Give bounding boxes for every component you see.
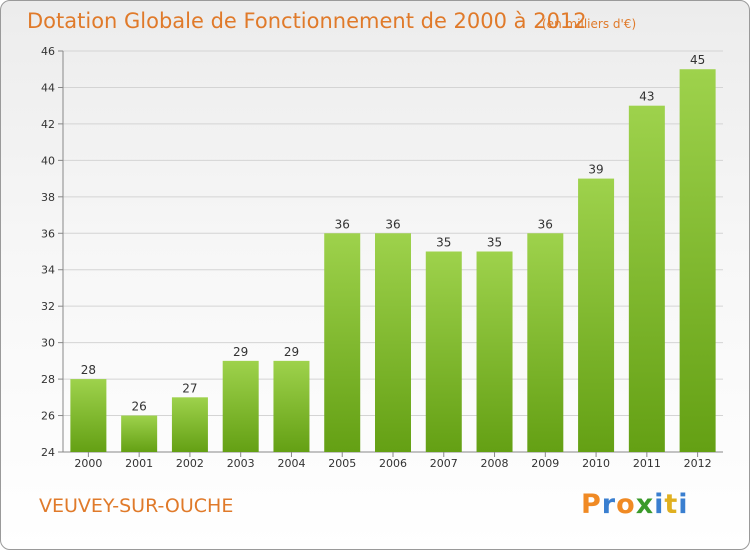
y-tick-label: 26 bbox=[41, 410, 55, 423]
value-label: 36 bbox=[538, 217, 553, 231]
bar-2004 bbox=[273, 360, 310, 452]
bar-2008 bbox=[476, 251, 513, 452]
logo-letter: t bbox=[664, 489, 679, 520]
chart-subtitle: (en milliers d'€) bbox=[542, 17, 637, 31]
logo-letter: o bbox=[616, 489, 636, 520]
value-label: 35 bbox=[436, 236, 451, 250]
y-tick-label: 44 bbox=[41, 81, 55, 94]
value-label: 28 bbox=[81, 363, 96, 377]
y-tick-label: 24 bbox=[41, 446, 55, 459]
x-tick-label: 2002 bbox=[176, 457, 204, 470]
bar-2012 bbox=[679, 69, 716, 453]
y-tick-label: 38 bbox=[41, 191, 55, 204]
proxiti-logo[interactable]: Proxiti bbox=[581, 489, 689, 520]
y-tick-label: 30 bbox=[41, 337, 55, 350]
x-tick-label: 2007 bbox=[430, 457, 458, 470]
y-tick-label: 46 bbox=[41, 45, 55, 58]
chart-title: Dotation Globale de Fonctionnement de 20… bbox=[27, 9, 587, 33]
x-tick-label: 2010 bbox=[582, 457, 610, 470]
logo-letter: i bbox=[678, 489, 689, 520]
bar-2006 bbox=[375, 233, 411, 452]
bar-2009 bbox=[527, 233, 564, 452]
value-label: 27 bbox=[182, 381, 197, 395]
x-tick-label: 2000 bbox=[74, 457, 102, 470]
bar-2000 bbox=[70, 379, 107, 452]
city-name: VEUVEY-SUR-OUCHE bbox=[39, 495, 234, 517]
value-label: 39 bbox=[588, 163, 603, 177]
x-tick-label: 2006 bbox=[379, 457, 407, 470]
bar-2002 bbox=[171, 397, 208, 452]
logo-letter: P bbox=[581, 489, 602, 520]
y-tick-label: 36 bbox=[41, 227, 55, 240]
logo-letter: i bbox=[654, 489, 665, 520]
bar-2011 bbox=[628, 105, 665, 452]
value-label: 43 bbox=[639, 90, 654, 104]
y-tick-label: 42 bbox=[41, 118, 55, 131]
value-label: 45 bbox=[690, 53, 705, 67]
logo-letter: r bbox=[601, 489, 617, 520]
x-tick-label: 2008 bbox=[481, 457, 509, 470]
value-label: 26 bbox=[132, 400, 147, 414]
value-label: 35 bbox=[487, 236, 502, 250]
value-label: 36 bbox=[385, 217, 400, 231]
bar-2003 bbox=[222, 360, 259, 452]
value-label: 29 bbox=[284, 345, 299, 359]
x-tick-label: 2004 bbox=[277, 457, 305, 470]
x-tick-label: 2012 bbox=[684, 457, 712, 470]
value-labels: 28 26 27 29 29 36 36 35 35 36 39 43 45 bbox=[81, 53, 706, 413]
value-label: 36 bbox=[335, 217, 350, 231]
x-tick-labels: 2000 2001 2002 2003 2004 2005 2006 2007 2008 2009… bbox=[74, 457, 711, 470]
x-tick-label: 2011 bbox=[633, 457, 661, 470]
x-tick-label: 2005 bbox=[328, 457, 356, 470]
y-tick-label: 28 bbox=[41, 373, 55, 386]
bar-2001 bbox=[121, 415, 158, 452]
bar-2005 bbox=[324, 233, 361, 452]
y-tick-label: 32 bbox=[41, 300, 55, 313]
x-tick-label: 2003 bbox=[227, 457, 255, 470]
value-label: 29 bbox=[233, 345, 248, 359]
x-tick-label: 2001 bbox=[125, 457, 153, 470]
x-tick-label: 2009 bbox=[531, 457, 559, 470]
y-tick-label: 34 bbox=[41, 264, 55, 277]
logo-letter: x bbox=[635, 489, 655, 520]
y-tick-label: 40 bbox=[41, 154, 55, 167]
y-tick-labels: 24 26 28 30 32 34 36 38 40 42 44 46 bbox=[41, 45, 55, 459]
bar-2007 bbox=[425, 251, 462, 452]
bars bbox=[70, 69, 716, 453]
bar-2010 bbox=[578, 178, 615, 452]
